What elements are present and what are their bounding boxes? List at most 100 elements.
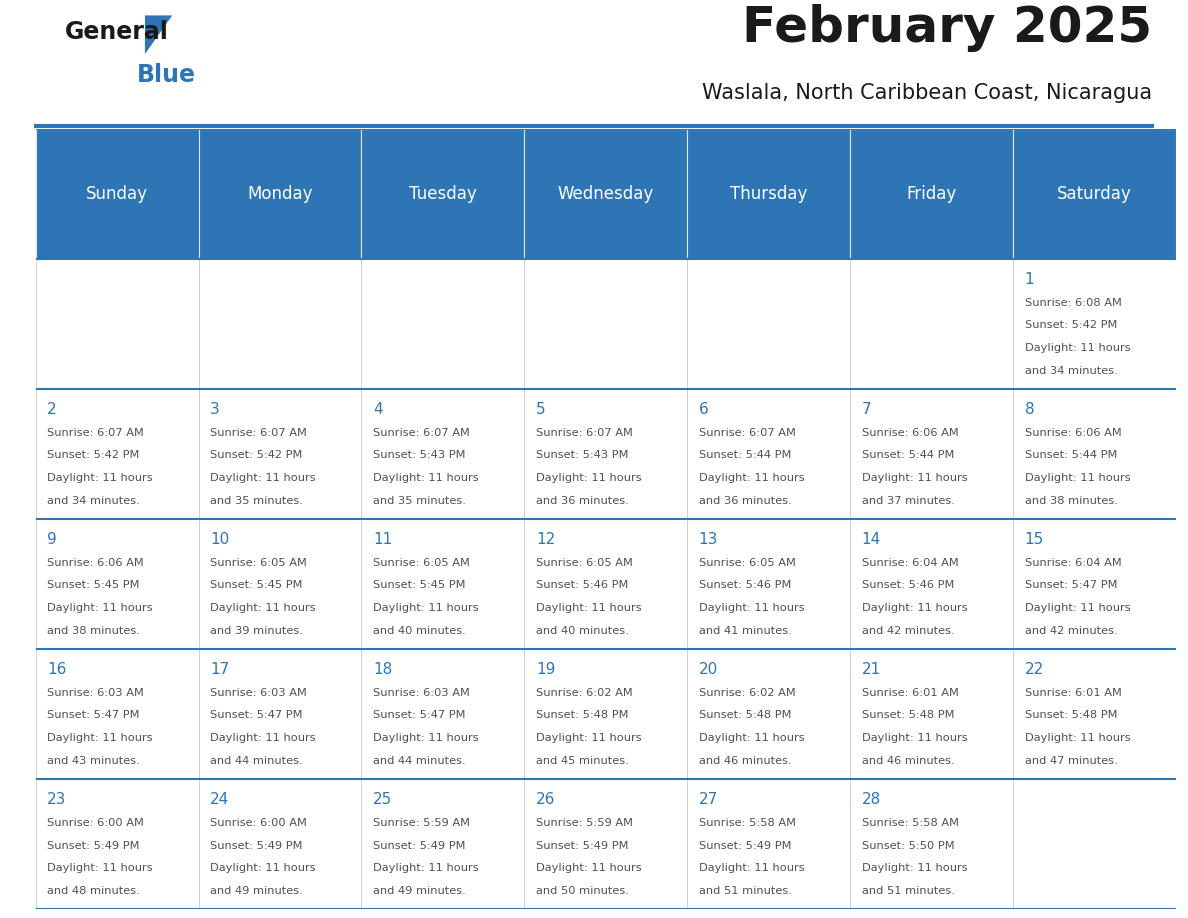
- Text: Tuesday: Tuesday: [409, 185, 476, 203]
- Text: and 44 minutes.: and 44 minutes.: [210, 756, 303, 766]
- Text: Daylight: 11 hours: Daylight: 11 hours: [48, 863, 153, 873]
- Text: and 48 minutes.: and 48 minutes.: [48, 886, 140, 896]
- Text: Sunset: 5:46 PM: Sunset: 5:46 PM: [861, 580, 954, 590]
- FancyBboxPatch shape: [688, 259, 851, 388]
- Text: Sunset: 5:44 PM: Sunset: 5:44 PM: [861, 451, 954, 461]
- Text: 4: 4: [373, 402, 383, 417]
- FancyBboxPatch shape: [524, 778, 688, 909]
- Text: Sunrise: 6:02 AM: Sunrise: 6:02 AM: [536, 688, 632, 698]
- Text: Daylight: 11 hours: Daylight: 11 hours: [536, 733, 642, 744]
- Text: Daylight: 11 hours: Daylight: 11 hours: [699, 733, 804, 744]
- Text: Sunrise: 6:00 AM: Sunrise: 6:00 AM: [48, 818, 144, 828]
- Text: Daylight: 11 hours: Daylight: 11 hours: [1024, 473, 1130, 483]
- Text: Sunset: 5:43 PM: Sunset: 5:43 PM: [536, 451, 628, 461]
- Text: 18: 18: [373, 662, 392, 677]
- Text: and 36 minutes.: and 36 minutes.: [699, 496, 791, 506]
- Text: Daylight: 11 hours: Daylight: 11 hours: [48, 733, 153, 744]
- FancyBboxPatch shape: [361, 778, 524, 909]
- FancyBboxPatch shape: [36, 519, 198, 649]
- Text: and 38 minutes.: and 38 minutes.: [48, 626, 140, 636]
- FancyBboxPatch shape: [851, 388, 1013, 519]
- FancyBboxPatch shape: [361, 129, 524, 259]
- Text: Thursday: Thursday: [731, 185, 808, 203]
- Text: Sunday: Sunday: [86, 185, 148, 203]
- Text: Daylight: 11 hours: Daylight: 11 hours: [48, 473, 153, 483]
- Text: 1: 1: [1024, 272, 1035, 286]
- FancyBboxPatch shape: [36, 388, 198, 519]
- FancyBboxPatch shape: [851, 519, 1013, 649]
- Text: Sunset: 5:49 PM: Sunset: 5:49 PM: [373, 841, 466, 851]
- Text: Sunrise: 6:05 AM: Sunrise: 6:05 AM: [699, 557, 796, 567]
- Text: 2: 2: [48, 402, 57, 417]
- Text: Sunrise: 6:06 AM: Sunrise: 6:06 AM: [48, 557, 144, 567]
- FancyBboxPatch shape: [361, 388, 524, 519]
- Text: 28: 28: [861, 791, 881, 807]
- FancyBboxPatch shape: [688, 129, 851, 259]
- Text: Daylight: 11 hours: Daylight: 11 hours: [536, 603, 642, 613]
- Text: Daylight: 11 hours: Daylight: 11 hours: [1024, 733, 1130, 744]
- Text: Sunset: 5:47 PM: Sunset: 5:47 PM: [373, 711, 466, 721]
- FancyBboxPatch shape: [1013, 649, 1176, 778]
- FancyBboxPatch shape: [1013, 778, 1176, 909]
- Text: Wednesday: Wednesday: [557, 185, 655, 203]
- Text: Sunrise: 6:02 AM: Sunrise: 6:02 AM: [699, 688, 796, 698]
- Text: 26: 26: [536, 791, 555, 807]
- Text: Monday: Monday: [247, 185, 312, 203]
- FancyBboxPatch shape: [524, 259, 688, 388]
- FancyBboxPatch shape: [688, 519, 851, 649]
- Text: Sunset: 5:49 PM: Sunset: 5:49 PM: [210, 841, 303, 851]
- Text: Sunset: 5:42 PM: Sunset: 5:42 PM: [1024, 320, 1117, 330]
- Text: Sunrise: 5:58 AM: Sunrise: 5:58 AM: [861, 818, 959, 828]
- Text: Sunset: 5:46 PM: Sunset: 5:46 PM: [536, 580, 628, 590]
- Text: Friday: Friday: [906, 185, 956, 203]
- Text: Sunrise: 6:05 AM: Sunrise: 6:05 AM: [210, 557, 307, 567]
- Text: Daylight: 11 hours: Daylight: 11 hours: [699, 473, 804, 483]
- FancyBboxPatch shape: [851, 778, 1013, 909]
- Text: Sunset: 5:49 PM: Sunset: 5:49 PM: [699, 841, 791, 851]
- FancyBboxPatch shape: [1013, 519, 1176, 649]
- Text: Sunset: 5:45 PM: Sunset: 5:45 PM: [373, 580, 466, 590]
- Text: Blue: Blue: [137, 62, 196, 86]
- Text: and 46 minutes.: and 46 minutes.: [861, 756, 954, 766]
- Text: Sunset: 5:47 PM: Sunset: 5:47 PM: [210, 711, 303, 721]
- Text: Saturday: Saturday: [1057, 185, 1132, 203]
- Text: 5: 5: [536, 402, 545, 417]
- FancyBboxPatch shape: [198, 129, 361, 259]
- FancyBboxPatch shape: [361, 259, 524, 388]
- FancyBboxPatch shape: [36, 649, 198, 778]
- Text: 23: 23: [48, 791, 67, 807]
- FancyBboxPatch shape: [198, 388, 361, 519]
- Text: 22: 22: [1024, 662, 1044, 677]
- Text: 10: 10: [210, 532, 229, 547]
- Text: and 51 minutes.: and 51 minutes.: [861, 886, 954, 896]
- Text: Sunrise: 5:58 AM: Sunrise: 5:58 AM: [699, 818, 796, 828]
- Text: Sunset: 5:42 PM: Sunset: 5:42 PM: [210, 451, 302, 461]
- Text: 24: 24: [210, 791, 229, 807]
- Text: Sunset: 5:45 PM: Sunset: 5:45 PM: [210, 580, 303, 590]
- Text: Sunset: 5:49 PM: Sunset: 5:49 PM: [48, 841, 139, 851]
- Text: Sunset: 5:48 PM: Sunset: 5:48 PM: [536, 711, 628, 721]
- FancyBboxPatch shape: [198, 649, 361, 778]
- Text: Sunrise: 6:08 AM: Sunrise: 6:08 AM: [1024, 297, 1121, 308]
- Text: 21: 21: [861, 662, 881, 677]
- FancyBboxPatch shape: [524, 388, 688, 519]
- FancyBboxPatch shape: [851, 259, 1013, 388]
- FancyBboxPatch shape: [688, 778, 851, 909]
- FancyBboxPatch shape: [524, 519, 688, 649]
- Text: 3: 3: [210, 402, 220, 417]
- Text: 19: 19: [536, 662, 555, 677]
- Text: Daylight: 11 hours: Daylight: 11 hours: [1024, 343, 1130, 353]
- Text: and 49 minutes.: and 49 minutes.: [373, 886, 466, 896]
- Text: and 50 minutes.: and 50 minutes.: [536, 886, 628, 896]
- Text: Daylight: 11 hours: Daylight: 11 hours: [373, 603, 479, 613]
- FancyBboxPatch shape: [688, 388, 851, 519]
- Text: 17: 17: [210, 662, 229, 677]
- Text: and 38 minutes.: and 38 minutes.: [1024, 496, 1118, 506]
- Text: Sunrise: 6:03 AM: Sunrise: 6:03 AM: [210, 688, 307, 698]
- Text: Sunrise: 6:03 AM: Sunrise: 6:03 AM: [48, 688, 144, 698]
- FancyBboxPatch shape: [1013, 388, 1176, 519]
- Text: and 44 minutes.: and 44 minutes.: [373, 756, 466, 766]
- Text: Sunrise: 6:01 AM: Sunrise: 6:01 AM: [1024, 688, 1121, 698]
- Text: and 37 minutes.: and 37 minutes.: [861, 496, 954, 506]
- Text: Sunset: 5:47 PM: Sunset: 5:47 PM: [1024, 580, 1117, 590]
